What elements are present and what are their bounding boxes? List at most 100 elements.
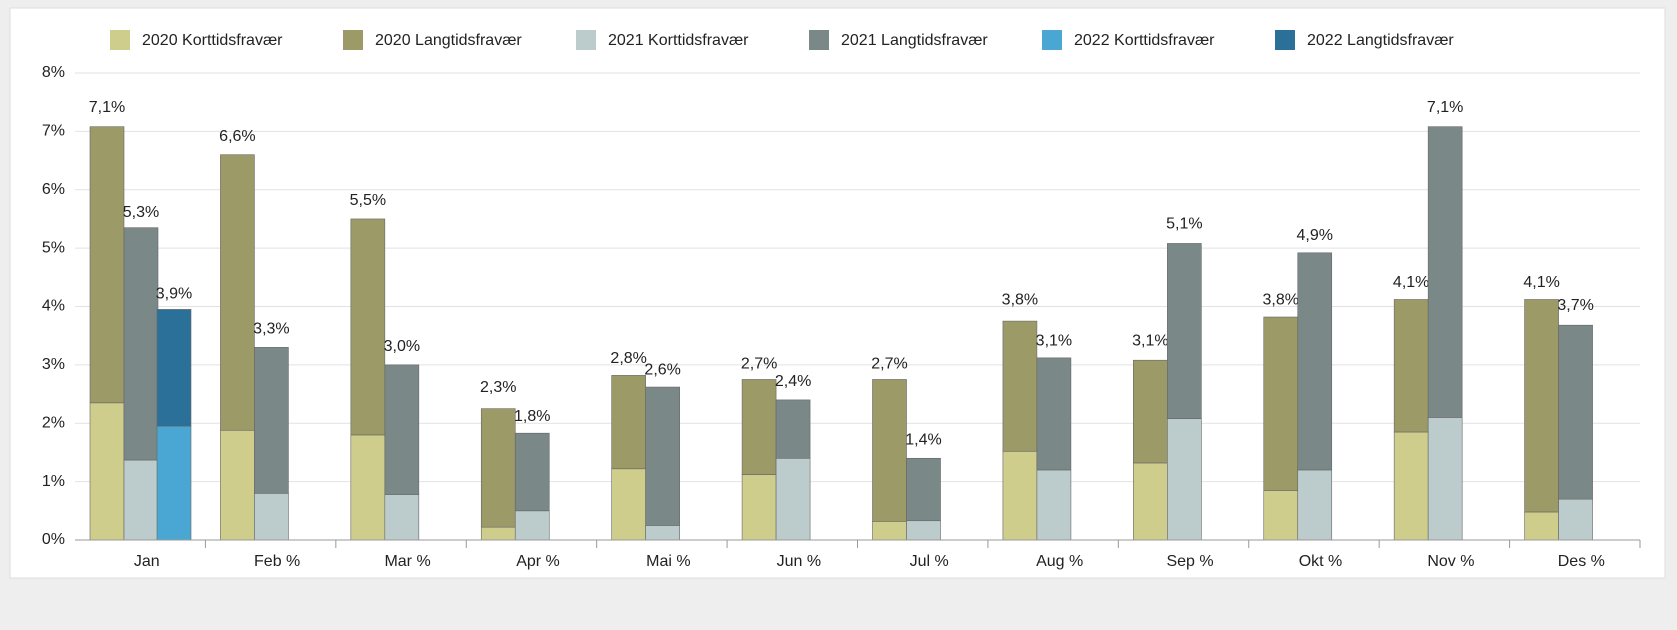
bar-segment bbox=[1558, 498, 1593, 541]
total-label: 5,5% bbox=[350, 192, 386, 209]
bar-segment bbox=[1297, 469, 1333, 541]
bar-segment bbox=[514, 510, 550, 541]
bar-segment bbox=[514, 432, 550, 512]
total-label: 2,8% bbox=[610, 350, 646, 367]
bar-segment bbox=[350, 434, 386, 541]
legend-swatch bbox=[1042, 30, 1062, 50]
bar-segment bbox=[123, 459, 159, 541]
bar-segment bbox=[384, 494, 420, 541]
bar-segment bbox=[611, 468, 646, 541]
total-label: 5,1% bbox=[1166, 216, 1202, 233]
x-tick-label: Aug % bbox=[1036, 553, 1083, 570]
total-label: 2,7% bbox=[871, 356, 907, 373]
total-label: 7,1% bbox=[89, 99, 125, 116]
y-tick-label: 3% bbox=[42, 356, 65, 373]
x-tick-label: Feb % bbox=[254, 553, 300, 570]
legend-label: 2020 Korttidsfravær bbox=[142, 32, 283, 49]
total-label: 3,0% bbox=[384, 338, 420, 355]
bar-segment bbox=[1427, 417, 1463, 541]
total-label: 3,1% bbox=[1132, 332, 1168, 349]
bar-segment bbox=[1036, 357, 1072, 471]
total-label: 2,7% bbox=[741, 356, 777, 373]
legend-swatch bbox=[809, 30, 829, 50]
y-tick-label: 6% bbox=[42, 181, 65, 198]
legend-swatch bbox=[1275, 30, 1295, 50]
bar-segment bbox=[741, 379, 777, 475]
bar-segment bbox=[906, 520, 941, 541]
total-label: 1,4% bbox=[905, 431, 941, 448]
total-label: 2,4% bbox=[775, 373, 811, 390]
x-tick-label: Jan bbox=[134, 553, 160, 570]
bar-segment bbox=[1036, 469, 1072, 541]
total-label: 3,9% bbox=[156, 286, 192, 303]
total-label: 1,8% bbox=[514, 408, 550, 425]
bar-segment bbox=[1133, 359, 1168, 464]
x-tick-label: Jun % bbox=[777, 553, 821, 570]
total-label: 5,3% bbox=[123, 204, 159, 221]
total-label: 2,3% bbox=[480, 379, 516, 396]
total-label: 3,1% bbox=[1036, 332, 1072, 349]
legend-label: 2022 Langtidsfravær bbox=[1307, 32, 1454, 49]
x-tick-label: Des % bbox=[1558, 553, 1605, 570]
x-tick-label: Jul % bbox=[910, 553, 949, 570]
bar-segment bbox=[872, 379, 907, 522]
bar-segment bbox=[1393, 431, 1429, 541]
x-tick-label: Apr % bbox=[516, 553, 560, 570]
x-tick-label: Mar % bbox=[384, 553, 430, 570]
bar-segment bbox=[645, 386, 680, 526]
bar-segment bbox=[1558, 324, 1593, 500]
x-tick-label: Mai % bbox=[646, 553, 690, 570]
bar-segment bbox=[220, 154, 255, 431]
total-label: 2,6% bbox=[644, 361, 680, 378]
bar-segment bbox=[775, 457, 811, 541]
total-label: 6,6% bbox=[219, 128, 255, 145]
bar-segment bbox=[906, 457, 941, 522]
bar-segment bbox=[384, 364, 420, 495]
bar-segment bbox=[645, 525, 680, 541]
bar-segment bbox=[1427, 126, 1463, 418]
legend-swatch bbox=[576, 30, 596, 50]
bar-segment bbox=[156, 309, 192, 427]
total-label: 3,3% bbox=[253, 321, 289, 338]
bar-segment bbox=[741, 474, 777, 541]
total-label: 4,1% bbox=[1393, 274, 1429, 291]
y-tick-label: 2% bbox=[42, 414, 65, 431]
bar-segment bbox=[1297, 252, 1333, 471]
bar-segment bbox=[1524, 299, 1559, 513]
legend-label: 2021 Korttidsfravær bbox=[608, 32, 749, 49]
bar-segment bbox=[1167, 418, 1202, 541]
y-tick-label: 0% bbox=[42, 531, 65, 548]
y-tick-label: 4% bbox=[42, 298, 65, 315]
total-label: 3,8% bbox=[1263, 291, 1299, 308]
legend-swatch bbox=[343, 30, 363, 50]
bar-segment bbox=[1133, 462, 1168, 541]
bar-segment bbox=[480, 408, 516, 528]
x-tick-label: Nov % bbox=[1427, 553, 1474, 570]
bar-segment bbox=[254, 492, 289, 541]
x-tick-label: Okt % bbox=[1299, 553, 1343, 570]
y-tick-label: 1% bbox=[42, 473, 65, 490]
total-label: 7,1% bbox=[1427, 99, 1463, 116]
bar-segment bbox=[611, 375, 646, 470]
bar-segment bbox=[350, 218, 386, 436]
bar-segment bbox=[480, 526, 516, 541]
bar-segment bbox=[220, 429, 255, 541]
legend-label: 2021 Langtidsfravær bbox=[841, 32, 988, 49]
x-tick-label: Sep % bbox=[1166, 553, 1213, 570]
bar-segment bbox=[775, 399, 811, 459]
bar-segment bbox=[1002, 450, 1038, 541]
legend-swatch bbox=[110, 30, 130, 50]
y-tick-label: 5% bbox=[42, 239, 65, 256]
y-tick-label: 7% bbox=[42, 123, 65, 140]
bar-segment bbox=[1524, 511, 1559, 541]
y-tick-label: 8% bbox=[42, 64, 65, 81]
total-label: 4,1% bbox=[1523, 274, 1559, 291]
bar-segment bbox=[1393, 299, 1429, 433]
bar-segment bbox=[1167, 243, 1202, 419]
bar-segment bbox=[89, 126, 125, 404]
bar-segment bbox=[156, 425, 192, 541]
bar-segment bbox=[1002, 320, 1038, 452]
total-label: 4,9% bbox=[1297, 227, 1333, 244]
